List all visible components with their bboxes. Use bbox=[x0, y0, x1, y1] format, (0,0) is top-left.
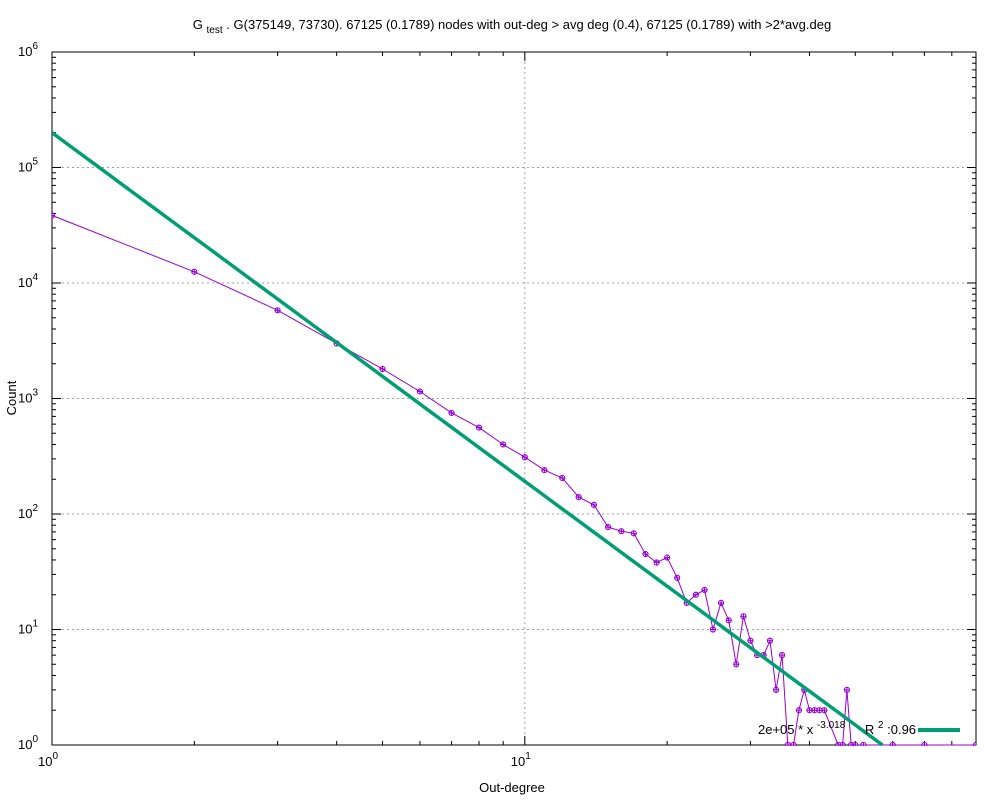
data-point bbox=[604, 524, 612, 531]
series-data bbox=[52, 212, 976, 746]
data-point bbox=[653, 559, 660, 566]
data-point bbox=[778, 652, 786, 659]
data-point bbox=[790, 741, 797, 746]
legend: 2e+05 * x -3.018 R 2 :0.96 bbox=[758, 716, 960, 737]
x-tick-label-base-1: 10 bbox=[511, 754, 525, 769]
y-tick-label-base-1: 10 bbox=[18, 622, 32, 637]
data-point bbox=[709, 626, 717, 633]
data-point bbox=[795, 707, 803, 714]
legend-r-exponent: 2 bbox=[878, 720, 884, 731]
data-point bbox=[852, 741, 859, 746]
data-point bbox=[575, 494, 582, 501]
y-tick-label-exp-2: 2 bbox=[32, 503, 38, 514]
data-point bbox=[733, 661, 740, 668]
legend-exponent: -3.018 bbox=[817, 720, 846, 731]
grid-lines bbox=[52, 52, 976, 745]
y-tick-label-3: 103 bbox=[18, 388, 38, 406]
data-point bbox=[500, 441, 507, 448]
legend-r-label: R bbox=[865, 722, 874, 737]
x-tick-label-exp-1: 1 bbox=[525, 751, 531, 762]
data-point bbox=[642, 550, 649, 558]
data-point bbox=[674, 574, 681, 581]
x-tick-label-base-0: 10 bbox=[38, 754, 52, 769]
data-point bbox=[52, 212, 56, 219]
y-tick-label-base-5: 10 bbox=[18, 160, 32, 175]
data-point bbox=[521, 454, 528, 461]
legend-r-value: :0.96 bbox=[887, 722, 916, 737]
y-tick-label-1: 101 bbox=[18, 619, 38, 637]
data-point bbox=[773, 686, 780, 693]
y-tick-label-exp-4: 4 bbox=[32, 272, 38, 283]
x-tick-label-0: 100 bbox=[38, 751, 58, 769]
data-point bbox=[843, 686, 851, 693]
data-point bbox=[747, 637, 754, 644]
data-point bbox=[692, 591, 699, 598]
y-tick-label-0: 100 bbox=[18, 734, 38, 752]
y-tick-label-4: 104 bbox=[18, 272, 38, 290]
data-point bbox=[766, 637, 774, 644]
x-axis-label: Out-degree bbox=[479, 780, 545, 795]
data-point bbox=[590, 501, 598, 508]
y-axis-label: Count bbox=[4, 380, 19, 415]
data-point bbox=[191, 268, 198, 275]
data-series-line bbox=[52, 214, 976, 746]
y-tick-label-2: 102 bbox=[18, 503, 38, 521]
y-tick-label-exp-6: 6 bbox=[32, 41, 38, 52]
y-tick-label-exp-3: 3 bbox=[32, 388, 38, 399]
data-point bbox=[559, 474, 566, 482]
y-tick-label-base-4: 10 bbox=[18, 275, 32, 290]
data-point bbox=[541, 466, 548, 474]
y-tick-label-5: 105 bbox=[18, 157, 38, 175]
y-tick-label-base-6: 10 bbox=[18, 44, 32, 59]
chart-title-rest: . G(375149, 73730). 67125 (0.1789) nodes… bbox=[226, 17, 831, 32]
data-point bbox=[740, 613, 747, 620]
data-point bbox=[889, 741, 896, 746]
y-tick-label-exp-1: 1 bbox=[32, 619, 38, 630]
data-point bbox=[811, 707, 818, 714]
y-tick-label-base-2: 10 bbox=[18, 506, 32, 521]
data-point bbox=[416, 388, 424, 395]
series-fit bbox=[52, 131, 884, 746]
data-point bbox=[701, 586, 708, 594]
data-point bbox=[806, 707, 813, 714]
legend-coef: 2e+05 * x bbox=[758, 722, 814, 737]
y-tick-label-base-0: 10 bbox=[18, 737, 32, 752]
data-point bbox=[664, 554, 671, 561]
data-point bbox=[821, 707, 828, 714]
legend-label: 2e+05 * x -3.018 R 2 :0.96 bbox=[758, 716, 916, 737]
data-point bbox=[630, 530, 637, 537]
y-tick-label-exp-5: 5 bbox=[32, 157, 38, 168]
data-point bbox=[475, 424, 483, 431]
y-tick-label-6: 106 bbox=[18, 41, 38, 59]
data-point bbox=[274, 307, 281, 314]
chart-title: G test . G(375149, 73730). 67125 (0.1789… bbox=[193, 17, 831, 36]
data-point bbox=[448, 409, 455, 417]
fit-line bbox=[52, 131, 884, 746]
data-point bbox=[839, 741, 846, 746]
data-point bbox=[725, 617, 732, 624]
tick-marks bbox=[51, 51, 977, 746]
data-point bbox=[921, 741, 928, 746]
chart-title-prefix: G bbox=[193, 17, 203, 32]
y-tick-label-base-3: 10 bbox=[18, 391, 32, 406]
data-point bbox=[972, 741, 976, 746]
data-point bbox=[618, 528, 625, 535]
y-tick-label-exp-0: 0 bbox=[32, 734, 38, 745]
data-point bbox=[379, 365, 386, 373]
data-point bbox=[717, 599, 725, 606]
x-tick-label-1: 101 bbox=[511, 751, 531, 769]
chart-title-subscript: test bbox=[207, 25, 223, 36]
x-tick-label-exp-0: 0 bbox=[52, 751, 58, 762]
data-point bbox=[860, 741, 867, 746]
